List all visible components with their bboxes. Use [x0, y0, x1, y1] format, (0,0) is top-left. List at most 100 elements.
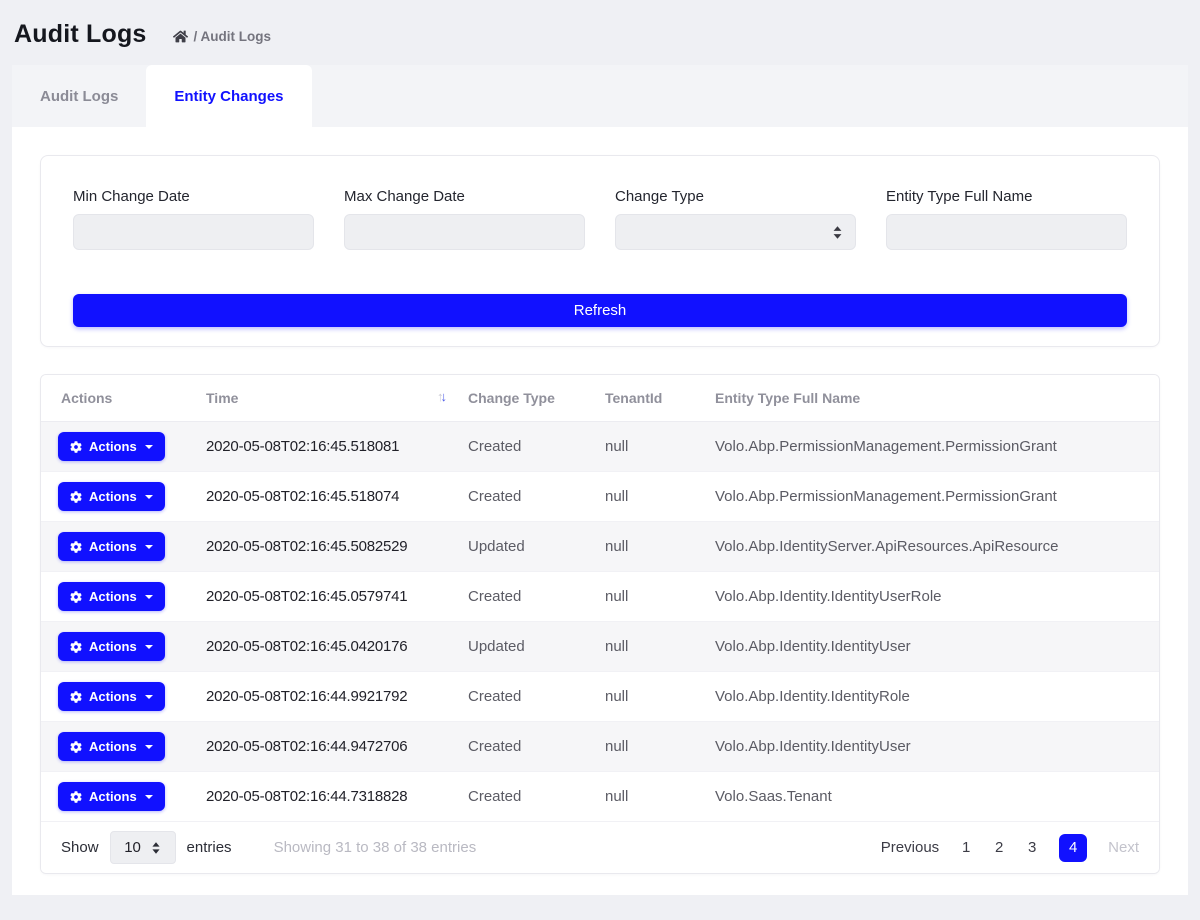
min-change-date-input[interactable]: [73, 214, 314, 250]
refresh-button[interactable]: Refresh: [73, 294, 1127, 327]
table-row: Actions 2020-05-08T02:16:45.0579741 Crea…: [41, 571, 1159, 622]
cell-change-type: Created: [458, 721, 595, 772]
caret-down-icon: [144, 494, 153, 499]
min-change-date-label: Min Change Date: [73, 188, 190, 205]
caret-down-icon: [144, 594, 153, 599]
tab-entity-changes[interactable]: Entity Changes: [146, 65, 312, 127]
change-type-label: Change Type: [615, 188, 704, 205]
cell-tenant-id: null: [595, 721, 705, 772]
caret-down-icon: [144, 444, 153, 449]
entity-changes-table: Actions Time ↑↓ Change Type TenantId Ent…: [41, 375, 1159, 822]
row-actions-button[interactable]: Actions: [58, 632, 165, 661]
cell-entity-type: Volo.Abp.PermissionManagement.Permission…: [705, 471, 1159, 522]
select-arrows-icon: [152, 841, 160, 854]
tab-strip: Audit Logs Entity Changes: [12, 65, 1188, 127]
pagination-next[interactable]: Next: [1108, 839, 1139, 856]
show-label: Show: [61, 839, 99, 856]
cell-change-type: Updated: [458, 521, 595, 572]
row-actions-button[interactable]: Actions: [58, 432, 165, 461]
cell-time: 2020-05-08T02:16:45.0579741: [196, 571, 458, 622]
breadcrumb[interactable]: / Audit Logs: [172, 29, 272, 44]
filter-field-change-type: Change Type: [615, 188, 856, 250]
pagination-page-2[interactable]: 2: [994, 839, 1004, 856]
table-row: Actions 2020-05-08T02:16:44.9921792 Crea…: [41, 671, 1159, 722]
cell-entity-type: Volo.Abp.Identity.IdentityRole: [705, 671, 1159, 722]
row-actions-button[interactable]: Actions: [58, 732, 165, 761]
table-row: Actions 2020-05-08T02:16:45.518074 Creat…: [41, 471, 1159, 522]
pagination-page-3[interactable]: 3: [1027, 839, 1037, 856]
max-change-date-input[interactable]: [344, 214, 585, 250]
row-actions-button[interactable]: Actions: [58, 482, 165, 511]
entries-status: Showing 31 to 38 of 38 entries: [273, 839, 477, 856]
filter-field-min-change-date: Min Change Date: [73, 188, 314, 250]
gear-icon: [70, 740, 82, 753]
column-header-entity-type: Entity Type Full Name: [705, 375, 1159, 422]
filter-grid: Min Change Date Max Change Date Change T…: [73, 188, 1127, 250]
caret-down-icon: [144, 644, 153, 649]
entries-label: entries: [186, 839, 232, 856]
cell-time: 2020-05-08T02:16:44.9921792: [196, 671, 458, 722]
gear-icon: [70, 540, 82, 553]
cell-entity-type: Volo.Abp.Identity.IdentityUser: [705, 621, 1159, 672]
pagination: Previous 1 2 3 4 Next: [880, 833, 1139, 862]
column-header-actions: Actions: [41, 375, 196, 422]
page-size-value: 10: [124, 839, 141, 856]
table-header-row: Actions Time ↑↓ Change Type TenantId Ent…: [41, 375, 1159, 422]
sort-desc-icon: ↓: [440, 389, 447, 404]
cell-time: 2020-05-08T02:16:45.5082529: [196, 521, 458, 572]
caret-down-icon: [144, 794, 153, 799]
row-actions-button[interactable]: Actions: [58, 532, 165, 561]
page-title: Audit Logs: [14, 20, 147, 48]
cell-change-type: Created: [458, 771, 595, 822]
cell-change-type: Created: [458, 671, 595, 722]
caret-down-icon: [144, 694, 153, 699]
row-actions-button[interactable]: Actions: [58, 682, 165, 711]
column-header-time[interactable]: Time ↑↓: [196, 375, 458, 422]
gear-icon: [70, 790, 82, 803]
cell-change-type: Created: [458, 471, 595, 522]
row-actions-button[interactable]: Actions: [58, 582, 165, 611]
sort-asc-icon: ↑: [437, 389, 443, 404]
home-icon: [172, 30, 188, 43]
table-row: Actions 2020-05-08T02:16:45.5082529 Upda…: [41, 521, 1159, 572]
cell-entity-type: Volo.Abp.PermissionManagement.Permission…: [705, 421, 1159, 472]
pagination-page-4-active[interactable]: 4: [1059, 833, 1088, 862]
filter-field-entity-type: Entity Type Full Name: [886, 188, 1127, 250]
page-size-select[interactable]: 10: [109, 831, 176, 864]
cell-change-type: Created: [458, 421, 595, 472]
cell-tenant-id: null: [595, 521, 705, 572]
page-header: Audit Logs / Audit Logs: [0, 0, 1200, 65]
table-row: Actions 2020-05-08T02:16:45.0420176 Upda…: [41, 621, 1159, 672]
cell-tenant-id: null: [595, 771, 705, 822]
cell-entity-type: Volo.Abp.Identity.IdentityUser: [705, 721, 1159, 772]
cell-tenant-id: null: [595, 421, 705, 472]
sort-icon[interactable]: ↑↓: [437, 389, 447, 404]
table-row: Actions 2020-05-08T02:16:44.7318828 Crea…: [41, 771, 1159, 822]
gear-icon: [70, 440, 82, 453]
tab-audit-logs[interactable]: Audit Logs: [40, 87, 119, 105]
pagination-page-1[interactable]: 1: [961, 839, 971, 856]
filter-field-max-change-date: Max Change Date: [344, 188, 585, 250]
change-type-select[interactable]: [615, 214, 856, 250]
caret-down-icon: [144, 544, 153, 549]
gear-icon: [70, 640, 82, 653]
cell-time: 2020-05-08T02:16:45.518074: [196, 471, 458, 522]
cell-entity-type: Volo.Saas.Tenant: [705, 771, 1159, 822]
cell-entity-type: Volo.Abp.Identity.IdentityUserRole: [705, 571, 1159, 622]
table-row: Actions 2020-05-08T02:16:45.518081 Creat…: [41, 421, 1159, 472]
caret-down-icon: [144, 744, 153, 749]
column-header-change-type: Change Type: [458, 375, 595, 422]
gear-icon: [70, 490, 82, 503]
cell-change-type: Created: [458, 571, 595, 622]
cell-time: 2020-05-08T02:16:44.9472706: [196, 721, 458, 772]
table-footer: Show 10 entries Showing 31 to 38 of 38 e…: [41, 822, 1159, 873]
cell-entity-type: Volo.Abp.IdentityServer.ApiResources.Api…: [705, 521, 1159, 572]
max-change-date-label: Max Change Date: [344, 188, 465, 205]
entity-type-label: Entity Type Full Name: [886, 188, 1033, 205]
pagination-previous[interactable]: Previous: [880, 839, 940, 856]
cell-tenant-id: null: [595, 621, 705, 672]
cell-time: 2020-05-08T02:16:44.7318828: [196, 771, 458, 822]
breadcrumb-path: / Audit Logs: [193, 29, 272, 44]
row-actions-button[interactable]: Actions: [58, 782, 165, 811]
entity-type-input[interactable]: [886, 214, 1127, 250]
